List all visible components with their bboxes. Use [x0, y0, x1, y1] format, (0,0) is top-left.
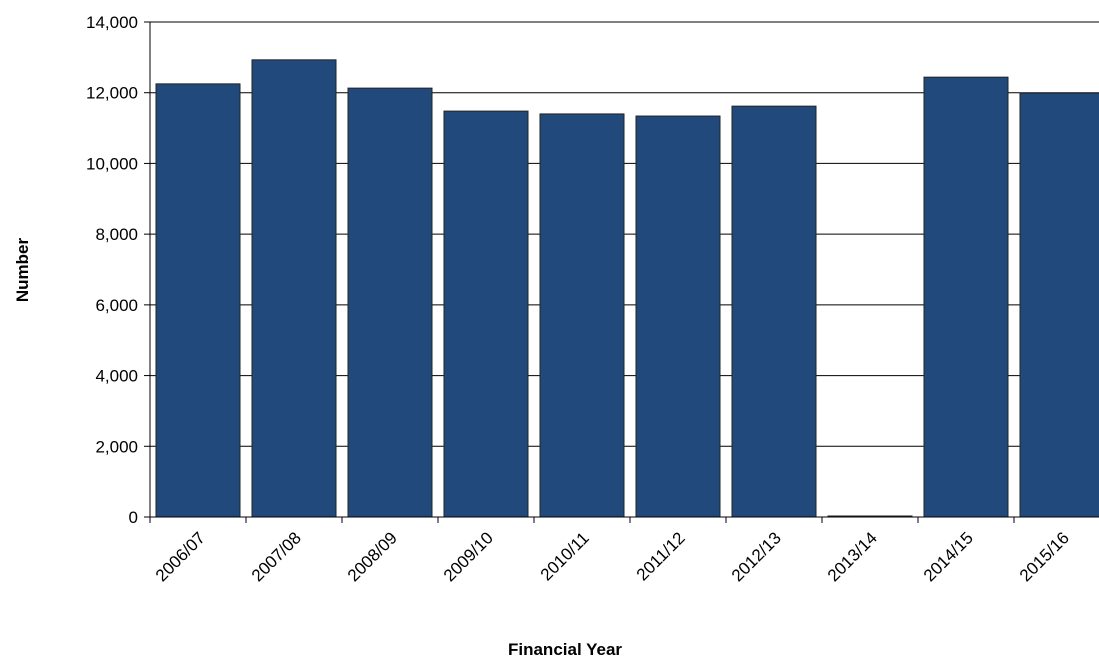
- y-tick-label: 4,000: [95, 367, 138, 386]
- y-tick-label: 6,000: [95, 296, 138, 315]
- x-tick-label: 2012/13: [728, 528, 785, 585]
- x-tick-label: 2009/10: [440, 528, 497, 585]
- bar: [539, 113, 625, 518]
- bar: [347, 87, 433, 518]
- bar: [155, 83, 241, 518]
- x-tick-label: 2010/11: [537, 528, 593, 584]
- x-tick-label: 2011/12: [633, 528, 689, 584]
- y-tick-label: 12,000: [86, 84, 138, 103]
- x-tick-label: 2013/14: [824, 528, 881, 585]
- bar: [443, 110, 529, 518]
- x-tick-label: 2006/07: [152, 528, 209, 585]
- y-tick-label: 10,000: [86, 154, 138, 173]
- y-tick-label: 2,000: [95, 437, 138, 456]
- x-axis-title: Financial Year: [508, 640, 622, 659]
- bar: [731, 105, 817, 518]
- y-tick-label: 14,000: [86, 13, 138, 32]
- x-tick-label: 2014/15: [920, 528, 977, 585]
- x-tick-label: 2015/16: [1016, 528, 1073, 585]
- x-tick-label: 2007/08: [248, 528, 305, 585]
- bar: [251, 59, 337, 518]
- y-tick-label: 0: [129, 508, 138, 527]
- y-axis-title: Number: [13, 238, 32, 303]
- y-tick-label: 8,000: [95, 225, 138, 244]
- bar: [635, 115, 721, 518]
- x-tick-label: 2008/09: [344, 528, 401, 585]
- bar: [1019, 92, 1099, 518]
- bar: [923, 76, 1009, 518]
